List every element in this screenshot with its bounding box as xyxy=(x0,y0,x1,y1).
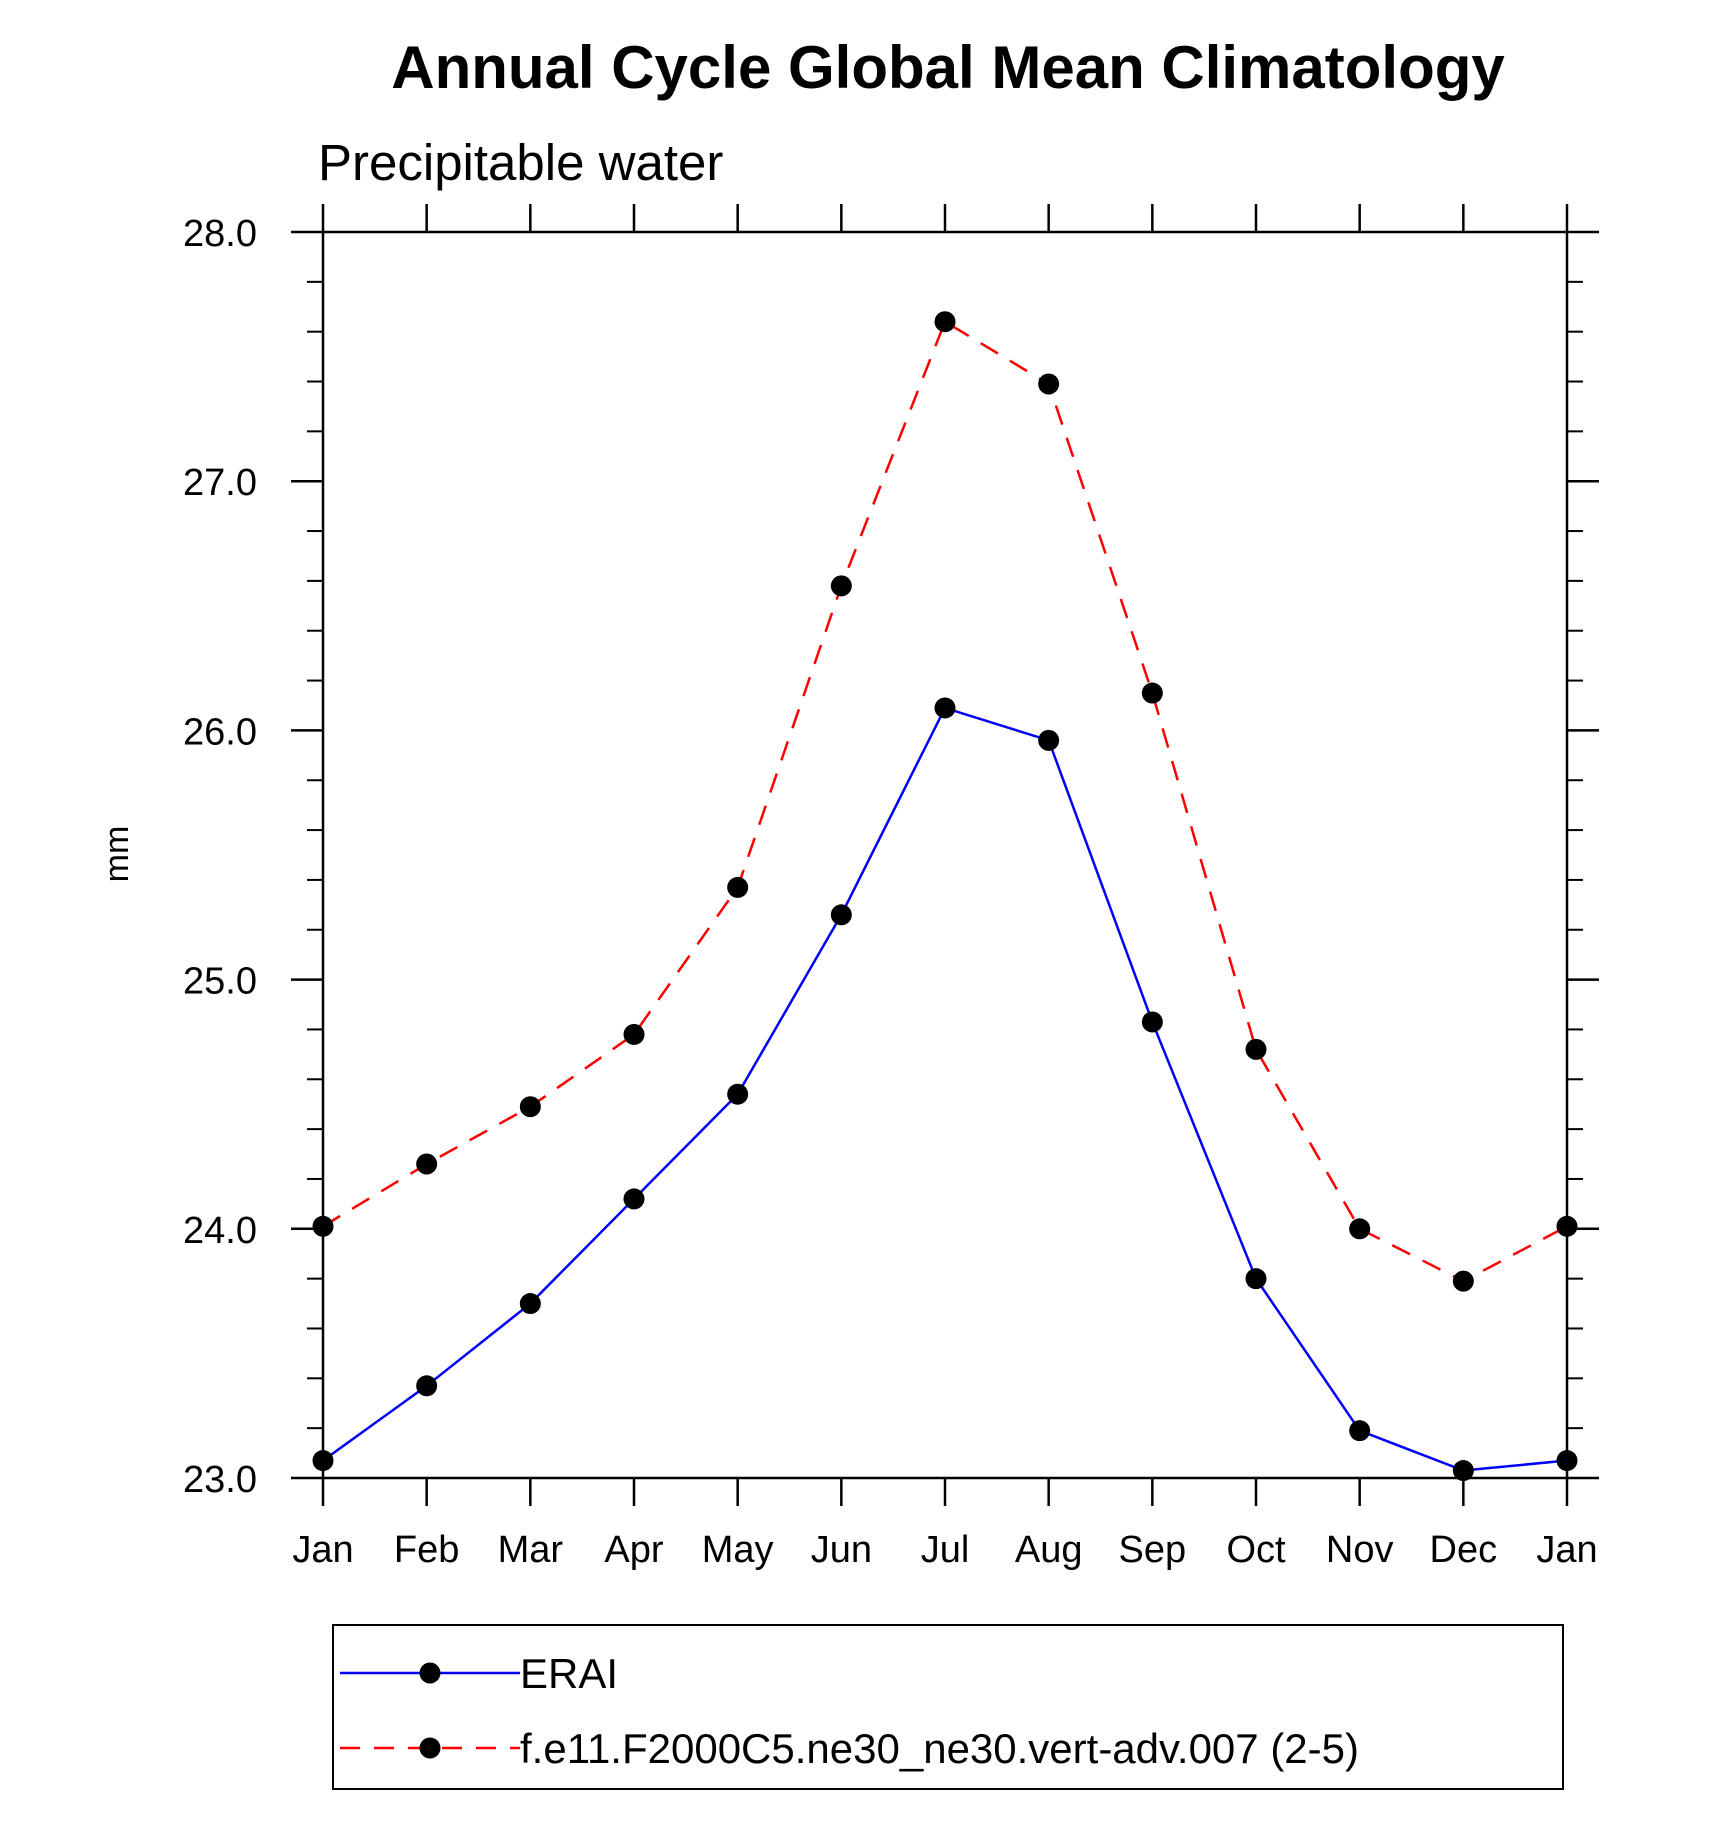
x-tick-label: Sep xyxy=(1119,1529,1187,1571)
axes: Jan Feb Mar Apr May Jun Jul Aug Sep Oct Nov Dec Jan 2… xyxy=(183,204,1599,1571)
data-point xyxy=(416,1153,438,1175)
x-tick-label: Aug xyxy=(1015,1529,1083,1571)
x-tick-label: Nov xyxy=(1326,1529,1394,1571)
x-tick-label: Oct xyxy=(1226,1529,1286,1571)
x-tick-label: Jun xyxy=(811,1529,872,1571)
data-point xyxy=(1556,1450,1578,1472)
data-point xyxy=(416,1375,438,1397)
data-point xyxy=(623,1188,645,1210)
x-tick-label: Jan xyxy=(292,1529,353,1571)
series-line xyxy=(322,319,1568,1283)
data-point xyxy=(1038,729,1060,751)
y-tick-label: 27.0 xyxy=(183,462,257,504)
data-point xyxy=(934,311,956,333)
y-tick-label: 24.0 xyxy=(183,1210,257,1252)
data-point xyxy=(1556,1215,1578,1237)
y-axis-label: mm xyxy=(98,826,136,883)
data-point xyxy=(830,904,852,926)
y-tick-label: 25.0 xyxy=(183,961,257,1003)
data-point xyxy=(1452,1270,1474,1292)
series-1 xyxy=(312,697,1578,1482)
series-layer xyxy=(312,311,1578,1482)
data-point xyxy=(1245,1038,1267,1060)
x-tick-label: Jul xyxy=(921,1529,970,1571)
data-point xyxy=(312,1215,334,1237)
plot-frame xyxy=(321,230,1569,1480)
x-tick-label: Mar xyxy=(498,1529,564,1571)
legend-marker xyxy=(419,1662,441,1684)
data-point xyxy=(1141,682,1163,704)
series-2 xyxy=(312,311,1578,1292)
x-tick-label: May xyxy=(702,1529,774,1571)
data-point xyxy=(519,1293,541,1315)
chart-title: Annual Cycle Global Mean Climatology xyxy=(391,34,1505,101)
data-point xyxy=(934,697,956,719)
x-tick-label: Dec xyxy=(1430,1529,1498,1571)
x-tick-label: Apr xyxy=(604,1529,663,1571)
x-tick-label: Jan xyxy=(1536,1529,1597,1571)
data-point xyxy=(830,575,852,597)
data-point xyxy=(1141,1011,1163,1033)
legend: ERAI f.e11.F2000C5.ne30_ne30.vert-adv.007… xyxy=(332,1624,1564,1790)
data-point xyxy=(1452,1460,1474,1482)
y-tick-label: 26.0 xyxy=(183,711,257,753)
series-line xyxy=(322,706,1568,1472)
legend-label: f.e11.F2000C5.ne30_ne30.vert-adv.007 (2-… xyxy=(520,1725,1359,1772)
data-point xyxy=(727,876,749,898)
data-point xyxy=(1038,373,1060,395)
y-tick-label: 28.0 xyxy=(183,213,257,255)
legend-label: ERAI xyxy=(520,1650,618,1697)
data-point xyxy=(1349,1218,1371,1240)
data-point xyxy=(727,1083,749,1105)
x-tick-label: Feb xyxy=(394,1529,459,1571)
data-point xyxy=(1349,1420,1371,1442)
chart-subtitle: Precipitable water xyxy=(318,134,723,191)
y-tick-label: 23.0 xyxy=(183,1459,257,1501)
legend-box xyxy=(332,1624,1564,1790)
data-point xyxy=(312,1450,334,1472)
data-point xyxy=(623,1023,645,1045)
data-point xyxy=(1245,1268,1267,1290)
legend-marker xyxy=(419,1737,441,1759)
data-point xyxy=(519,1096,541,1118)
